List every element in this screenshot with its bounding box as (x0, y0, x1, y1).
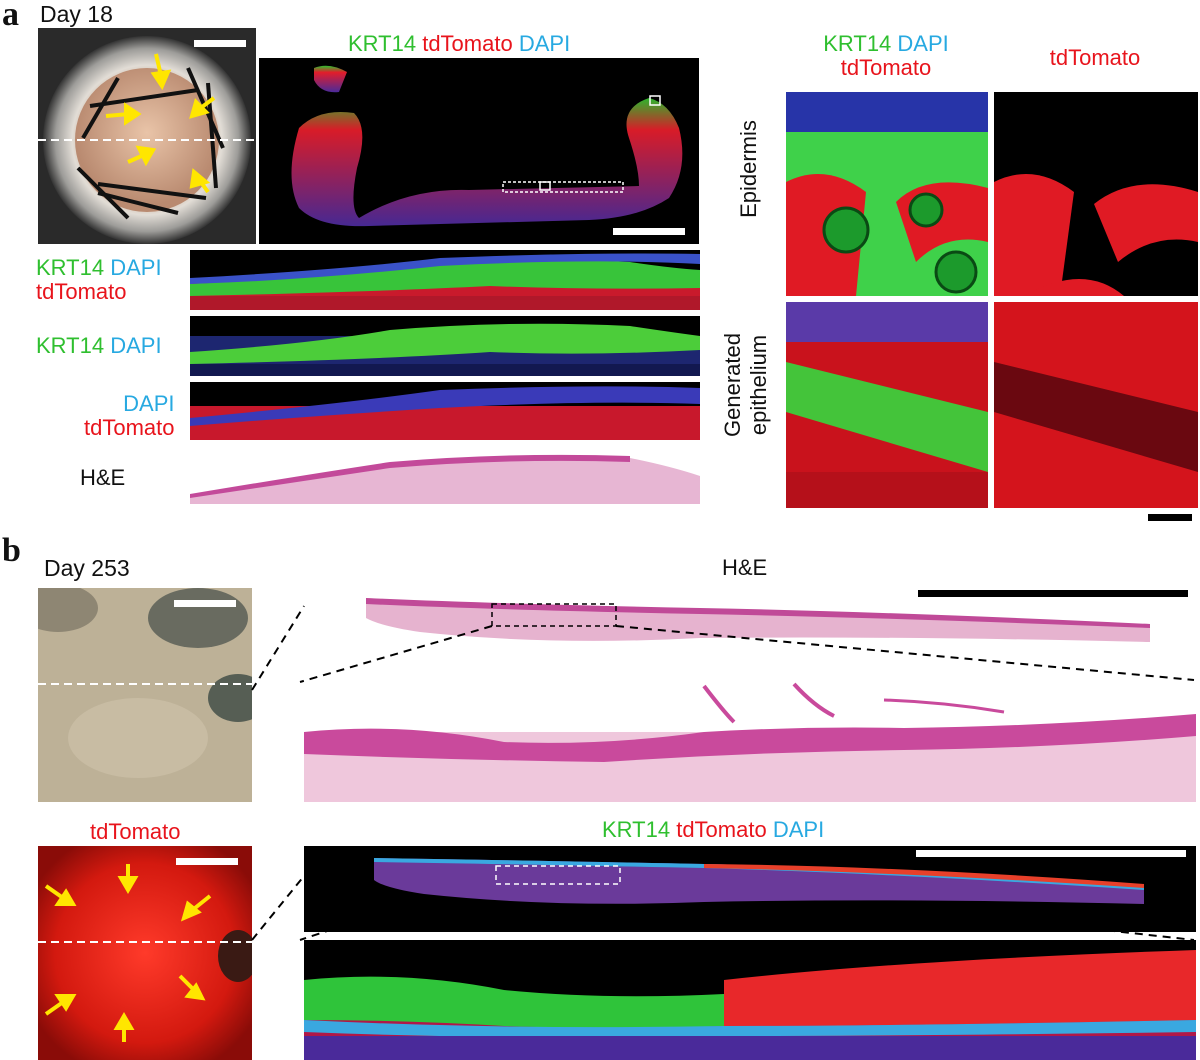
day-18-label: Day 18 (40, 1, 113, 27)
krt14-label: KRT14 (36, 333, 105, 358)
tdtomato-photo-label: tdTomato (90, 819, 181, 844)
row4-label: H&E (80, 465, 126, 490)
scale-bar (1148, 514, 1192, 521)
generated-label-line2: epithelium (746, 334, 771, 436)
panel-letter-a: a (2, 0, 19, 33)
fluor-overview-image (304, 846, 1196, 932)
epidermis-tdtomato-image (994, 92, 1198, 296)
epidermis-merged-image (786, 92, 988, 296)
krt14-label: KRT14 (602, 817, 671, 842)
dapi-label: DAPI (518, 31, 571, 56)
day253-skin-photo (38, 588, 252, 802)
overview-stain-title: KRT14 tdTomato DAPI (348, 32, 570, 56)
tdtomato-label: tdTomato (840, 55, 932, 80)
dapi-label: DAPI (110, 255, 162, 280)
right-col1-header: KRT14 DAPI tdTomato (786, 32, 986, 80)
strip-merged-image (190, 250, 700, 310)
tdtomato-label: tdTomato (36, 279, 127, 304)
row1-label: KRT14 DAPI tdTomato (36, 256, 162, 304)
epidermis-row-label: Epidermis (736, 120, 761, 218)
fluor-zoom-image (304, 940, 1196, 1060)
dapi-label: DAPI (897, 31, 949, 56)
overview-fluorescence-image (259, 58, 699, 244)
he-title-label: H&E (722, 555, 768, 580)
tdtomato-label: tdTomato (422, 31, 513, 56)
strip-he-image (190, 446, 700, 504)
dapi-label: DAPI (123, 391, 175, 416)
scale-bar (918, 590, 1188, 597)
day18-wound-photo (38, 28, 256, 244)
panel-letter-b: b (2, 532, 21, 569)
dapi-label: DAPI (772, 817, 825, 842)
dapi-label: DAPI (110, 333, 162, 358)
row2-label: KRT14 DAPI (36, 334, 162, 358)
generated-epithelium-merged-image (786, 302, 988, 508)
krt14-label: KRT14 (36, 255, 105, 280)
strip-krt14-dapi-image (190, 316, 700, 376)
scale-bar (194, 40, 246, 47)
scale-bar (176, 858, 238, 865)
generated-label-line1: Generated (720, 333, 745, 437)
row3-label: DAPI tdTomato (84, 392, 175, 440)
tdtomato-label: tdTomato (676, 817, 767, 842)
scale-bar (613, 228, 685, 235)
krt14-label: KRT14 (348, 31, 417, 56)
tdtomato-label: tdTomato (84, 415, 175, 440)
tdtomato-fluorescence-photo (38, 846, 252, 1060)
right-col2-header: tdTomato (1049, 45, 1141, 70)
krt14-label: KRT14 (823, 31, 892, 56)
generated-epithelium-row-label: Generated epithelium (720, 300, 772, 470)
he-zoom-image (304, 682, 1196, 802)
scale-bar (916, 850, 1186, 857)
fluor-stain-title: KRT14 tdTomato DAPI (602, 818, 824, 842)
day-253-label: Day 253 (44, 555, 130, 581)
scale-bar (174, 600, 236, 607)
strip-dapi-tdtomato-image (190, 382, 700, 440)
he-overview-image (300, 586, 1196, 676)
generated-epithelium-tdtomato-image (994, 302, 1198, 508)
